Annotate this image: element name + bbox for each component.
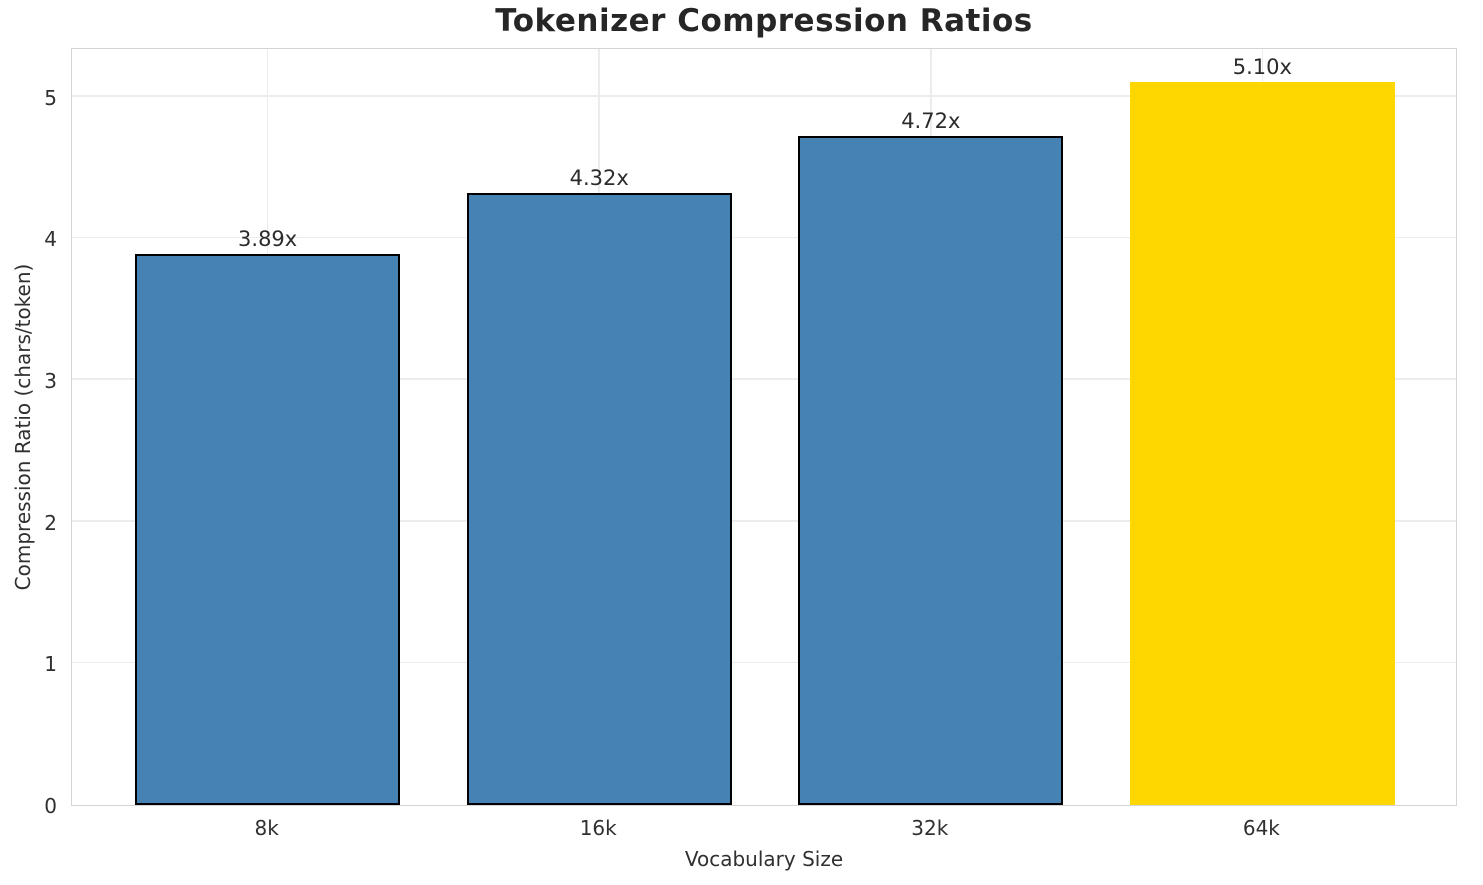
x-tick-label-8k: 8k (254, 816, 279, 840)
y-tick-label-1: 1 (44, 652, 57, 677)
x-tick-label-32k: 32k (911, 816, 949, 840)
y-tick-label-3: 3 (44, 368, 57, 393)
gridline-y-4 (72, 236, 1456, 239)
bar-value-label-64k: 5.10x (1232, 55, 1292, 80)
bar-value-label-8k: 3.89x (238, 226, 298, 251)
y-axis-tick-labels: 0 1 2 3 4 5 (0, 48, 57, 818)
gridline-y-5 (72, 95, 1456, 97)
x-tick-label-16k: 16k (579, 816, 617, 840)
bar-64k (1129, 82, 1395, 805)
bar-value-label-16k: 4.32x (569, 165, 629, 190)
x-tick-label-64k: 64k (1242, 816, 1280, 840)
y-tick-label-2: 2 (44, 510, 57, 535)
bar-8k (135, 253, 401, 805)
x-axis-tick-labels: 8k 16k 32k 64k (71, 816, 1457, 842)
y-tick-label-4: 4 (44, 227, 57, 252)
y-tick-label-5: 5 (44, 85, 57, 110)
chart-title: Tokenizer Compression Ratios (495, 3, 1033, 39)
bar-value-label-32k: 4.72x (901, 109, 961, 134)
x-axis-label: Vocabulary Size (684, 847, 844, 871)
gridline-y-1 (72, 661, 1456, 664)
y-tick-label-0: 0 (44, 794, 57, 818)
gridline-y-3 (72, 378, 1456, 380)
bar-16k (466, 192, 732, 805)
plot-area: 3.89x 4.32x 4.72x 5.10x (71, 48, 1457, 806)
gridline-y-2 (72, 520, 1456, 522)
bar-32k (798, 136, 1064, 805)
